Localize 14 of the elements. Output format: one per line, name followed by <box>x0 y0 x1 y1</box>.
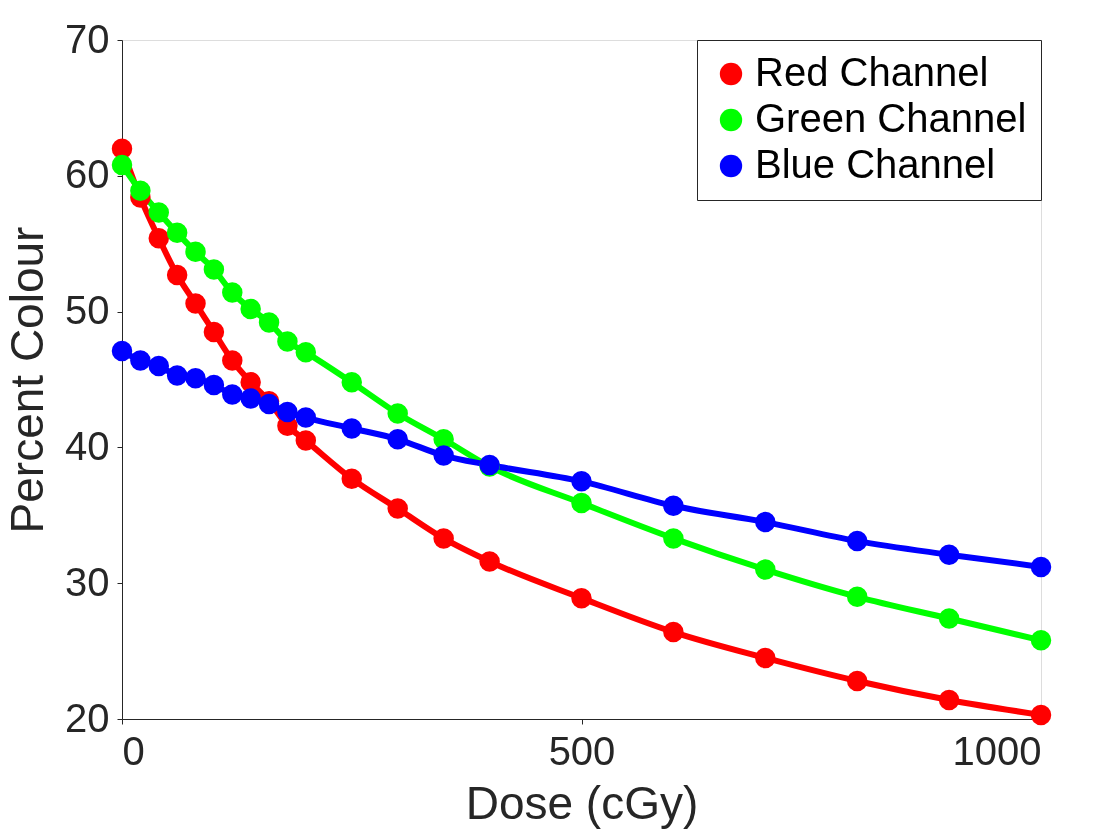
y-tick-label: 30 <box>65 559 110 604</box>
legend-label: Blue Channel <box>755 142 996 186</box>
x-tick-label: 1000 <box>952 728 1042 773</box>
y-tick-label: 40 <box>65 423 110 468</box>
x-tick-label: 0 <box>122 728 145 773</box>
legend-label: Red Channel <box>755 50 989 94</box>
x-tick-label: 500 <box>548 728 616 773</box>
y-tick-label: 70 <box>65 16 110 61</box>
y-tick-label: 60 <box>65 152 110 197</box>
y-tick-label: 50 <box>65 288 110 333</box>
legend-label: Green Channel <box>755 96 1027 140</box>
y-axis-title: Percent Colour <box>1 226 54 534</box>
y-tick-label: 20 <box>65 695 110 740</box>
x-axis-title: Dose (cGy) <box>465 776 699 829</box>
